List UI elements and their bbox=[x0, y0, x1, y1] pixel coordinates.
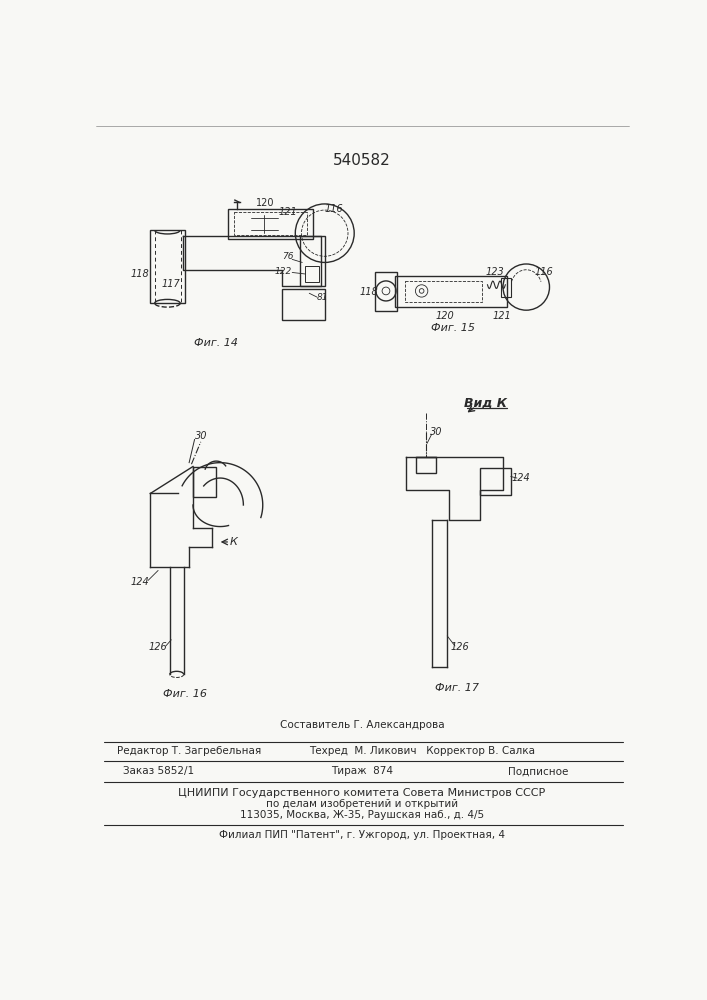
Text: ЦНИИПИ Государственного комитета Совета Министров СССР: ЦНИИПИ Государственного комитета Совета … bbox=[178, 788, 546, 798]
Text: 123: 123 bbox=[486, 267, 505, 277]
Text: Вид К: Вид К bbox=[464, 397, 507, 410]
Text: 116: 116 bbox=[325, 204, 344, 214]
Bar bbox=[234, 212, 307, 235]
Text: 120: 120 bbox=[436, 311, 455, 321]
Text: 76: 76 bbox=[283, 252, 294, 261]
Text: Филиал ПИП "Патент", г. Ужгород, ул. Проектная, 4: Филиал ПИП "Патент", г. Ужгород, ул. Про… bbox=[219, 830, 505, 840]
Text: Фиг. 14: Фиг. 14 bbox=[194, 338, 238, 348]
Text: 120: 120 bbox=[256, 198, 274, 208]
Text: 118: 118 bbox=[130, 269, 149, 279]
Text: 116: 116 bbox=[534, 267, 554, 277]
Text: К: К bbox=[230, 537, 238, 547]
Text: по делам изобретений и открытий: по делам изобретений и открытий bbox=[266, 799, 458, 809]
Text: Тираж  874: Тираж 874 bbox=[331, 766, 393, 776]
Text: Редактор Т. Загребельная: Редактор Т. Загребельная bbox=[117, 746, 262, 756]
Bar bbox=[193, 466, 216, 497]
Bar bbox=[416, 457, 436, 473]
Text: 81: 81 bbox=[317, 293, 328, 302]
Bar bbox=[151, 230, 185, 303]
Bar bbox=[228, 209, 313, 239]
Text: 124: 124 bbox=[511, 473, 530, 483]
Text: 121: 121 bbox=[279, 207, 298, 217]
Text: 126: 126 bbox=[148, 642, 168, 652]
Text: 121: 121 bbox=[492, 311, 511, 321]
Text: 30: 30 bbox=[194, 431, 207, 441]
Text: Техред  М. Ликович   Корректор В. Салка: Техред М. Ликович Корректор В. Салка bbox=[309, 746, 534, 756]
Bar bbox=[501, 278, 510, 297]
Text: 30: 30 bbox=[430, 427, 443, 437]
Bar bbox=[395, 276, 507, 307]
Text: 117: 117 bbox=[161, 279, 180, 289]
Bar bbox=[305, 266, 320, 282]
Text: 118: 118 bbox=[360, 287, 378, 297]
Text: 122: 122 bbox=[275, 267, 292, 276]
Text: Заказ 5852/1: Заказ 5852/1 bbox=[122, 766, 194, 776]
Text: 126: 126 bbox=[451, 642, 469, 652]
Text: Составитель Г. Александрова: Составитель Г. Александрова bbox=[280, 720, 444, 730]
Text: Фиг. 16: Фиг. 16 bbox=[163, 689, 207, 699]
Text: 124: 124 bbox=[131, 577, 150, 587]
Text: 113035, Москва, Ж-35, Раушская наб., д. 4/5: 113035, Москва, Ж-35, Раушская наб., д. … bbox=[240, 810, 484, 820]
Bar bbox=[300, 235, 325, 286]
Text: Подписное: Подписное bbox=[508, 766, 568, 776]
Text: 540582: 540582 bbox=[333, 153, 391, 168]
Bar bbox=[480, 468, 510, 495]
Text: Фиг. 15: Фиг. 15 bbox=[431, 323, 474, 333]
Bar bbox=[375, 272, 397, 311]
Bar bbox=[404, 281, 482, 302]
Bar bbox=[282, 289, 325, 320]
Text: Фиг. 17: Фиг. 17 bbox=[435, 683, 479, 693]
